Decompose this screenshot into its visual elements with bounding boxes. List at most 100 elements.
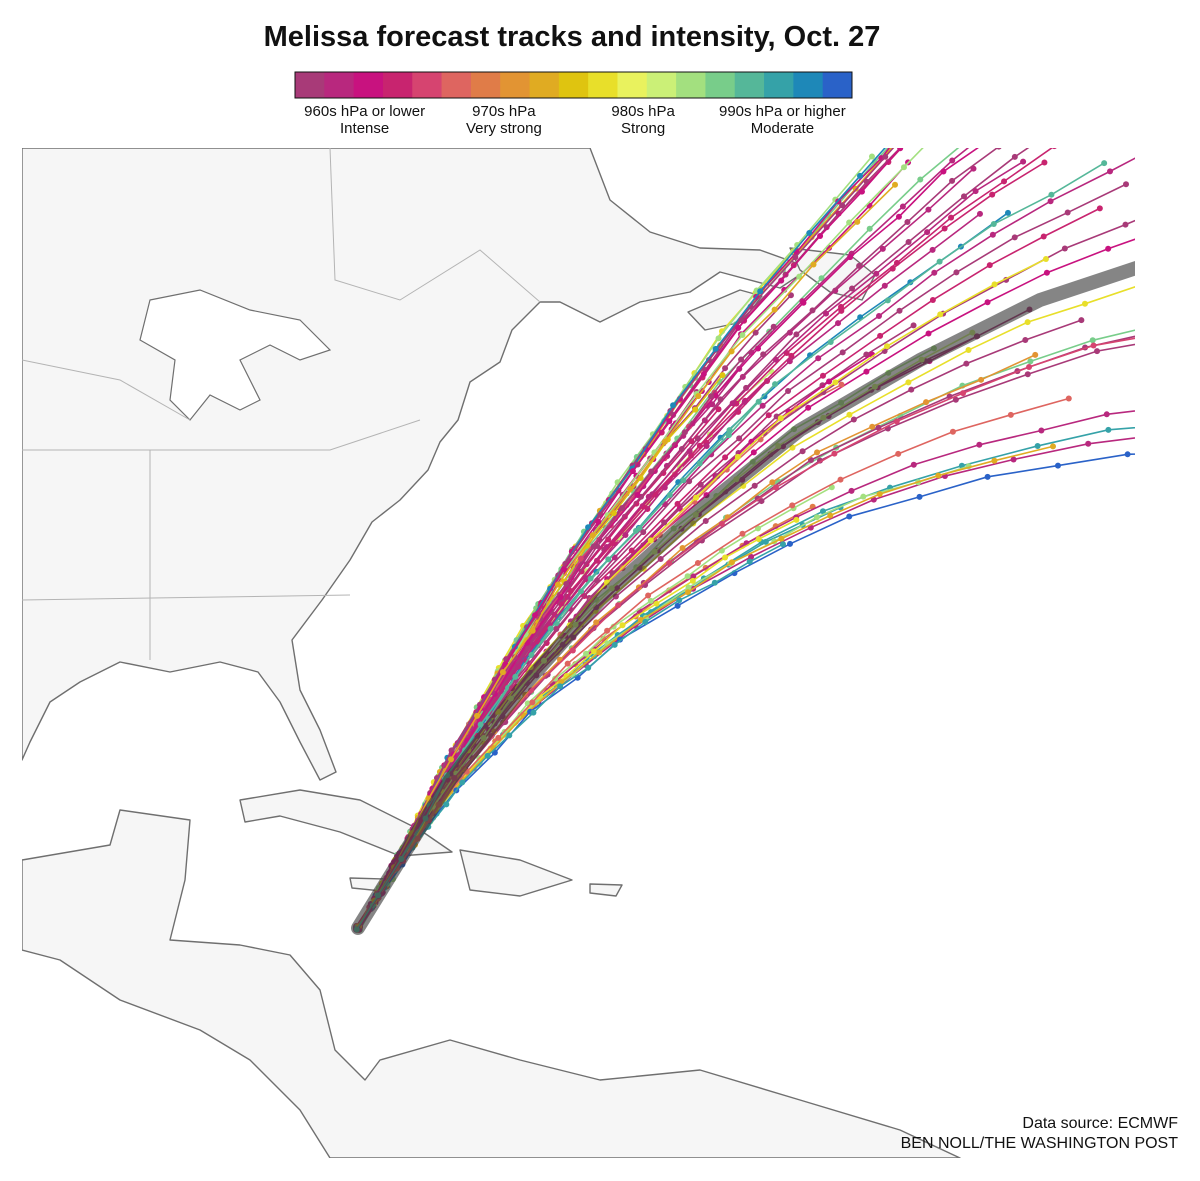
track-point: [1105, 245, 1112, 252]
track-point: [889, 265, 896, 272]
track-point: [640, 529, 647, 536]
track-point: [876, 491, 883, 498]
track-point: [771, 306, 778, 313]
track-point: [1094, 348, 1101, 355]
puerto-rico: [589, 883, 623, 897]
track-point: [932, 108, 938, 114]
track-point: [935, 472, 942, 479]
track-point: [895, 450, 902, 457]
track-point: [515, 663, 522, 670]
track-point: [734, 453, 741, 460]
borders: [329, 148, 541, 303]
track-point: [582, 574, 589, 581]
track-point: [948, 214, 955, 221]
track-point: [826, 378, 833, 385]
track-point: [882, 153, 889, 160]
track-point: [978, 376, 985, 383]
track-point: [991, 457, 998, 464]
track-point: [953, 269, 960, 276]
track-point: [474, 712, 481, 719]
legend-swatch: [500, 72, 531, 98]
track-point: [569, 647, 576, 654]
track-point: [896, 307, 903, 314]
track-point: [1078, 317, 1085, 324]
track-point: [818, 275, 825, 282]
track-point: [530, 709, 537, 716]
legend-intensity: Moderate: [751, 120, 814, 137]
track-point: [854, 218, 861, 225]
track-point: [1123, 181, 1130, 188]
legend-swatch: [822, 72, 853, 98]
track-point: [1155, 328, 1161, 334]
track-point: [899, 203, 906, 210]
track-point: [788, 352, 795, 359]
legend-pressure: 960s hPa or lower: [304, 103, 425, 120]
legend-swatch: [353, 72, 384, 98]
borders: [22, 594, 351, 601]
track-point: [729, 400, 736, 407]
track-point: [978, 65, 984, 71]
track-point: [929, 246, 936, 253]
track-point: [1081, 300, 1088, 307]
track-point: [1159, 321, 1165, 327]
legend-swatch: [470, 72, 501, 98]
track-point: [1049, 20, 1055, 26]
track-point: [748, 553, 755, 560]
legend-swatch: [705, 72, 736, 98]
track-point: [448, 756, 455, 763]
legend-swatch: [324, 72, 355, 98]
track-point: [814, 449, 821, 456]
track-point: [1048, 191, 1055, 198]
track-point: [1101, 160, 1108, 167]
track-point: [757, 288, 764, 295]
track-point: [564, 660, 571, 667]
track-point: [966, 65, 972, 71]
track-point: [726, 427, 733, 434]
track-point: [1032, 351, 1039, 358]
track-point: [739, 530, 746, 537]
track-point: [760, 351, 767, 358]
track-point: [846, 411, 853, 418]
track-point: [786, 358, 793, 365]
track-point: [622, 532, 629, 539]
track-point: [1107, 107, 1113, 113]
track-point: [759, 402, 766, 409]
track-point: [905, 238, 912, 245]
track-point: [846, 219, 853, 226]
track-point: [1064, 209, 1071, 216]
track-point: [960, 390, 967, 397]
track-point: [738, 356, 745, 363]
track-point: [799, 448, 806, 455]
track-point: [1165, 138, 1171, 144]
track-point: [831, 450, 838, 457]
track-point: [610, 540, 617, 547]
track-point: [661, 484, 668, 491]
track-point: [772, 381, 779, 388]
track-point: [837, 476, 844, 483]
track-point: [892, 181, 899, 188]
track-point: [1122, 221, 1129, 228]
track-point: [963, 65, 969, 71]
track-point: [642, 618, 649, 625]
track-point: [1107, 168, 1114, 175]
map: [22, 20, 1171, 1158]
legend-intensity: Very strong: [466, 120, 542, 137]
track-point: [810, 261, 817, 268]
track-point: [1004, 209, 1011, 216]
track-point: [860, 493, 867, 500]
track-point: [805, 404, 812, 411]
track-point: [719, 372, 726, 379]
legend-intensity: Intense: [340, 120, 389, 137]
track-point: [718, 520, 725, 527]
track-point: [739, 331, 746, 338]
legend-swatch: [529, 72, 560, 98]
track-point: [792, 254, 799, 261]
track-point: [972, 188, 979, 195]
track-point: [787, 292, 794, 299]
track-point: [839, 349, 846, 356]
track-point: [1065, 395, 1072, 402]
track-point: [666, 418, 673, 425]
track-point: [952, 396, 959, 403]
track-point: [991, 281, 998, 288]
